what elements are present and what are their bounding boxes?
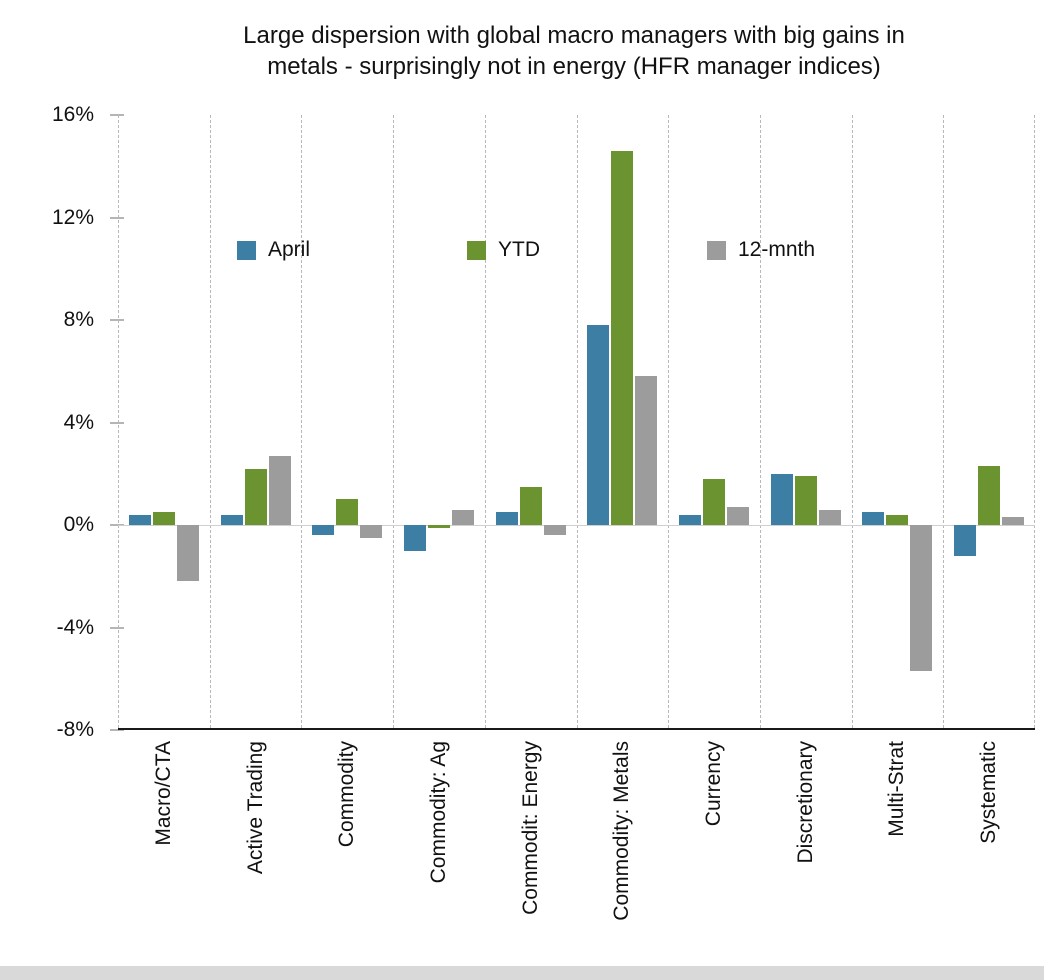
x-category-label: Systematic xyxy=(977,741,1001,844)
chart-title: Large dispersion with global macro manag… xyxy=(104,20,1044,82)
x-category-cell: Commodity xyxy=(301,741,393,973)
bar-12-mnth xyxy=(910,525,932,671)
bar-april xyxy=(221,515,243,525)
x-category-label: Discretionary xyxy=(793,741,817,864)
y-tick-label: -8% xyxy=(56,718,94,741)
x-category-cell: Macro/CTA xyxy=(118,741,210,973)
y-tick-mark xyxy=(110,627,124,629)
y-tick-mark xyxy=(110,217,124,219)
bar-ytd xyxy=(795,476,817,525)
legend-item: YTD xyxy=(467,238,540,262)
bar-12-mnth xyxy=(177,525,199,581)
vertical-gridline xyxy=(210,115,211,728)
zero-gridline xyxy=(118,525,1035,526)
plot-area: April YTD 12-mnth xyxy=(118,115,1035,730)
bar-12-mnth xyxy=(544,525,566,535)
y-tick-label: 12% xyxy=(51,206,94,229)
bar-april xyxy=(862,512,884,525)
bar-april xyxy=(587,325,609,525)
y-tick-label: 0% xyxy=(63,513,94,536)
legend-label: 12-mnth xyxy=(738,238,816,261)
chart-title-line1: Large dispersion with global macro manag… xyxy=(243,22,905,49)
bar-12-mnth xyxy=(360,525,382,538)
bar-12-mnth xyxy=(452,510,474,525)
x-category-label: Commodity: Ag xyxy=(426,741,450,884)
y-tick-mark xyxy=(110,422,124,424)
bar-april xyxy=(404,525,426,551)
x-category-label: Commodity xyxy=(335,741,359,848)
x-category-label: Commodit: Energy xyxy=(518,741,542,915)
x-category-cell: Multi-Strat xyxy=(852,741,944,973)
y-axis: 16% 12% 8% 4% 0% -4% -8% xyxy=(0,103,124,741)
legend-swatch xyxy=(467,240,486,260)
vertical-gridline xyxy=(668,115,669,728)
bar-april xyxy=(312,525,334,535)
footer-strip xyxy=(0,966,1044,980)
vertical-gridline xyxy=(577,115,578,728)
bar-ytd xyxy=(886,515,908,525)
vertical-gridline xyxy=(943,115,944,728)
x-category-cell: Discretionary xyxy=(760,741,852,973)
legend-label: YTD xyxy=(498,238,540,261)
bar-ytd xyxy=(428,525,450,528)
x-category-cell: Currency xyxy=(668,741,760,973)
legend-item: April xyxy=(237,238,310,262)
y-tick-label: -4% xyxy=(56,616,94,639)
x-category-label: Commodity: Metals xyxy=(610,741,634,921)
x-axis-labels: Macro/CTA Active Trading Commodity Commodit… xyxy=(118,741,1035,973)
x-category-label: Macro/CTA xyxy=(151,741,175,846)
vertical-gridline xyxy=(393,115,394,728)
x-category-cell: Commodit: Energy xyxy=(485,741,577,973)
bar-ytd xyxy=(703,479,725,525)
bar-april xyxy=(129,515,151,525)
x-category-cell: Commodity: Metals xyxy=(577,741,669,973)
vertical-gridline xyxy=(485,115,486,728)
bar-ytd xyxy=(978,466,1000,525)
chart-title-line2: metals - surprisingly not in energy (HFR… xyxy=(267,53,881,80)
legend-swatch xyxy=(237,240,256,260)
bar-12-mnth xyxy=(269,456,291,525)
vertical-gridline xyxy=(760,115,761,728)
bar-april xyxy=(954,525,976,556)
x-category-label: Currency xyxy=(702,741,726,827)
y-tick-mark xyxy=(110,524,124,526)
x-category-cell: Systematic xyxy=(943,741,1035,973)
bar-april xyxy=(496,512,518,525)
x-category-label: Multi-Strat xyxy=(885,741,909,837)
x-category-label: Active Trading xyxy=(243,741,267,875)
vertical-gridline xyxy=(852,115,853,728)
vertical-gridline xyxy=(301,115,302,728)
y-tick-mark xyxy=(110,114,124,116)
bar-12-mnth xyxy=(635,376,657,525)
bar-ytd xyxy=(520,487,542,525)
bar-april xyxy=(771,474,793,525)
legend-swatch xyxy=(707,240,726,260)
bar-12-mnth xyxy=(727,507,749,525)
legend-item: 12-mnth xyxy=(707,238,815,262)
y-tick-mark xyxy=(110,319,124,321)
bar-ytd xyxy=(611,151,633,525)
bar-april xyxy=(679,515,701,525)
bar-12-mnth xyxy=(1002,517,1024,525)
bar-ytd xyxy=(153,512,175,525)
y-tick-mark xyxy=(110,729,124,731)
vertical-gridline xyxy=(1034,115,1035,728)
vertical-gridline xyxy=(118,115,119,728)
legend-label: April xyxy=(268,238,311,261)
y-tick-label: 4% xyxy=(63,411,94,434)
y-tick-label: 8% xyxy=(63,308,94,331)
x-category-cell: Commodity: Ag xyxy=(393,741,485,973)
bar-ytd xyxy=(336,499,358,525)
x-category-cell: Active Trading xyxy=(210,741,302,973)
bar-ytd xyxy=(245,469,267,525)
bar-12-mnth xyxy=(819,510,841,525)
y-tick-label: 16% xyxy=(51,103,94,126)
